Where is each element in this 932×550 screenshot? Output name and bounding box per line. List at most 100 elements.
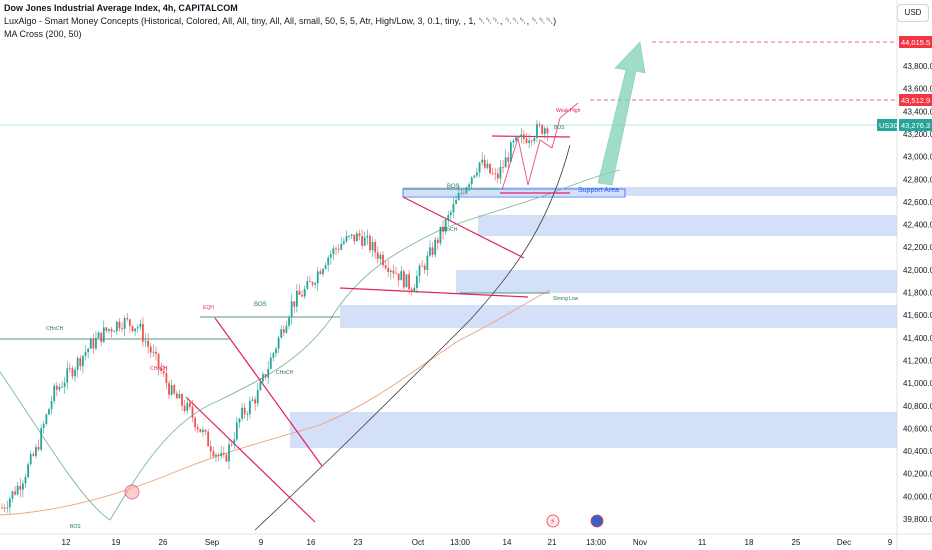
candle-body — [155, 351, 157, 354]
price-tick-label: 40,200.0 — [903, 470, 932, 479]
candle-body — [491, 173, 494, 175]
price-tick-label: 40,000.0 — [903, 492, 932, 501]
ma-cross-marker — [124, 484, 140, 500]
candle-body — [1, 507, 3, 509]
candle-body — [142, 323, 144, 342]
candle-body — [314, 283, 317, 285]
weak-high-label: Weak High — [556, 108, 581, 114]
current-price-tag — [899, 119, 932, 131]
price-tick-label: 42,600.0 — [903, 198, 932, 207]
choch-small-1: CHoCH — [276, 370, 294, 376]
candle-body — [426, 255, 429, 270]
candle-body — [40, 428, 43, 450]
candle-body — [507, 157, 510, 162]
choch-small-3: CHoCH — [150, 366, 168, 372]
candle-body — [207, 431, 210, 447]
candle-body — [61, 386, 63, 388]
event-flash-icon[interactable] — [546, 514, 560, 528]
candle-body — [8, 498, 11, 508]
candle-body — [118, 321, 121, 329]
wedge-upper-line — [402, 196, 525, 259]
candle-body — [290, 301, 293, 318]
candle-body — [79, 358, 82, 367]
price-tick-label: 41,400.0 — [903, 334, 932, 343]
candle-body — [66, 368, 69, 383]
candle-body — [543, 128, 546, 134]
candle-body — [504, 157, 507, 168]
candle-body — [442, 226, 444, 232]
candle-body — [74, 369, 76, 377]
candle-body — [295, 290, 298, 307]
candle-body — [470, 177, 473, 185]
candle-body — [298, 290, 301, 295]
price-tick-label: 43,600.0 — [903, 85, 932, 94]
candle-body — [444, 219, 447, 232]
candle-body — [165, 373, 168, 384]
candle-body — [387, 267, 390, 272]
time-tick-label: Dec — [837, 538, 851, 547]
candle-body — [316, 271, 319, 284]
candle-body — [374, 242, 377, 253]
candle-body — [199, 429, 202, 433]
candle-body — [431, 247, 434, 255]
candle-body — [139, 323, 142, 328]
candle-body — [405, 274, 408, 288]
indicator-ma-cross[interactable]: MA Cross (200, 50) — [4, 29, 82, 39]
candle-body — [536, 124, 538, 138]
time-tick-label: 18 — [745, 538, 754, 547]
price-tick-label: 41,200.0 — [903, 356, 932, 365]
candle-body — [530, 140, 533, 142]
candle-body — [402, 271, 405, 288]
price-tick-label: 42,000.0 — [903, 266, 932, 275]
projection-arrow — [597, 41, 646, 186]
price-tick-label: 43,400.0 — [903, 107, 932, 116]
price-tick-label: 43,000.0 — [903, 153, 932, 162]
candle-body — [515, 136, 517, 141]
candle-body — [152, 351, 155, 353]
candle-body — [32, 454, 35, 456]
time-tick-label: 12 — [62, 538, 71, 547]
candle-body — [168, 383, 170, 395]
candle-body — [183, 405, 186, 411]
candle-body — [76, 358, 79, 370]
level-price-text: 43,512.9 — [901, 96, 930, 105]
support-area-label: Support Area — [578, 187, 619, 194]
candle-body — [465, 187, 468, 194]
candle-body — [19, 485, 22, 490]
candle-body — [421, 265, 424, 267]
candle-body — [55, 385, 58, 390]
candle-body — [126, 318, 129, 320]
candle-body — [194, 417, 197, 428]
target-price-text: 44,015.5 — [901, 38, 930, 47]
strong-low-label: Strong Low — [553, 296, 579, 302]
candle-body — [468, 184, 471, 188]
candle-body — [144, 340, 147, 342]
candle-body — [423, 265, 426, 270]
choch-small-2: CHoCH — [440, 227, 458, 233]
candle-body — [520, 134, 523, 137]
time-tick-label: 11 — [698, 538, 707, 547]
chart-title: Dow Jones Industrial Average Index, 4h, … — [4, 3, 238, 13]
candle-body — [455, 199, 457, 205]
candle-body — [181, 394, 183, 406]
flash-glyph-icon: ⚡ — [550, 517, 556, 526]
candle-body — [131, 325, 134, 332]
candle-body — [134, 328, 136, 332]
event-flag-icon[interactable] — [590, 514, 604, 528]
indicator-smc[interactable]: LuxAlgo - Smart Money Concepts (Historic… — [4, 16, 557, 26]
candle-body — [254, 399, 257, 404]
candle-body — [416, 276, 418, 288]
price-tick-label: 43,200.0 — [903, 130, 932, 139]
candle-body — [275, 348, 277, 354]
bos-top-label: BOS — [554, 125, 565, 131]
candle-body — [251, 399, 254, 401]
level-price-tag — [899, 94, 932, 106]
ma-slow-line — [0, 289, 551, 516]
candle-body — [235, 422, 238, 440]
candle-body — [447, 215, 450, 220]
candle-body — [457, 193, 460, 200]
candle-body — [115, 321, 118, 332]
candle-body — [525, 138, 528, 143]
candle-body — [429, 247, 431, 256]
